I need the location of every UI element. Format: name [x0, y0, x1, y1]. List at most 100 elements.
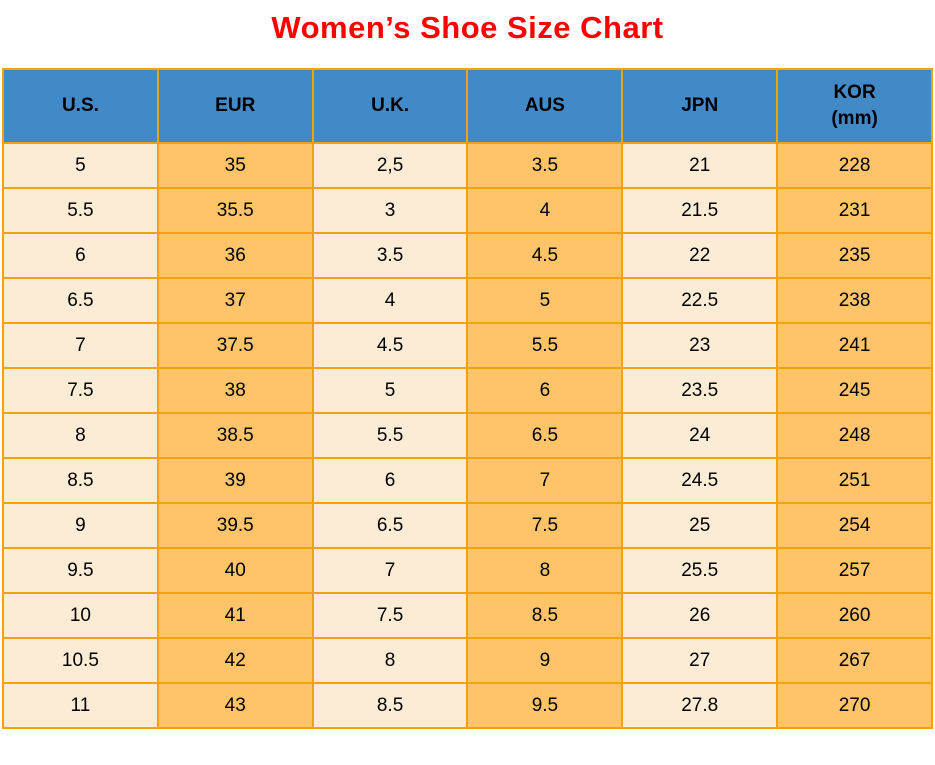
cell-us: 9.5	[2, 547, 159, 594]
cell-uk: 2,5	[311, 142, 469, 189]
cell-uk: 4.5	[311, 322, 469, 369]
table-header: U.S. EUR U.K. AUS JPN KOR (mm)	[2, 68, 933, 144]
cell-eur: 37.5	[156, 322, 314, 369]
cell-aus: 8	[466, 547, 624, 594]
cell-uk: 3.5	[311, 232, 469, 279]
cell-aus: 4	[466, 187, 624, 234]
cell-uk: 3	[311, 187, 469, 234]
cell-us: 6	[2, 232, 159, 279]
cell-uk: 6.5	[311, 502, 469, 549]
cell-eur: 39.5	[156, 502, 314, 549]
table-row: 9 39.5 6.5 7.5 25 254	[2, 502, 933, 549]
column-header-unit: (mm)	[831, 108, 878, 129]
cell-jpn: 21	[621, 142, 779, 189]
cell-us: 9	[2, 502, 159, 549]
cell-eur: 35.5	[156, 187, 314, 234]
cell-aus: 3.5	[466, 142, 624, 189]
column-header-label: KOR	[833, 82, 876, 104]
cell-us: 10	[2, 592, 159, 639]
cell-uk: 8	[311, 637, 469, 684]
column-header-label: U.K.	[371, 95, 410, 117]
cell-jpn: 23.5	[621, 367, 779, 414]
cell-eur: 42	[156, 637, 314, 684]
cell-aus: 6.5	[466, 412, 624, 459]
header-row: U.S. EUR U.K. AUS JPN KOR (mm)	[2, 68, 933, 144]
column-header-label: EUR	[215, 95, 256, 117]
cell-us: 8.5	[2, 457, 159, 504]
cell-jpn: 22.5	[621, 277, 779, 324]
cell-eur: 38	[156, 367, 314, 414]
cell-kor: 257	[776, 547, 933, 594]
cell-us: 11	[2, 682, 159, 729]
cell-jpn: 26	[621, 592, 779, 639]
column-header-jpn: JPN	[621, 68, 779, 144]
page-title: Women’s Shoe Size Chart	[271, 10, 664, 45]
cell-us: 5.5	[2, 187, 159, 234]
cell-uk: 4	[311, 277, 469, 324]
table-row: 10.5 42 8 9 27 267	[2, 637, 933, 684]
table-row: 11 43 8.5 9.5 27.8 270	[2, 682, 933, 729]
column-header-uk: U.K.	[311, 68, 469, 144]
cell-kor: 248	[776, 412, 933, 459]
cell-aus: 5	[466, 277, 624, 324]
cell-kor: 228	[776, 142, 933, 189]
cell-kor: 251	[776, 457, 933, 504]
cell-jpn: 22	[621, 232, 779, 279]
table-row: 6.5 37 4 5 22.5 238	[2, 277, 933, 324]
cell-jpn: 23	[621, 322, 779, 369]
cell-us: 6.5	[2, 277, 159, 324]
column-header-label: AUS	[524, 95, 565, 117]
cell-jpn: 25.5	[621, 547, 779, 594]
shoe-size-table: U.S. EUR U.K. AUS JPN KOR (mm) 5 35 2,5 …	[2, 68, 933, 729]
cell-kor: 260	[776, 592, 933, 639]
table-row: 7.5 38 5 6 23.5 245	[2, 367, 933, 414]
cell-aus: 7.5	[466, 502, 624, 549]
cell-aus: 4.5	[466, 232, 624, 279]
cell-eur: 40	[156, 547, 314, 594]
cell-eur: 43	[156, 682, 314, 729]
table-row: 6 36 3.5 4.5 22 235	[2, 232, 933, 279]
table-row: 7 37.5 4.5 5.5 23 241	[2, 322, 933, 369]
cell-kor: 241	[776, 322, 933, 369]
cell-us: 8	[2, 412, 159, 459]
cell-kor: 238	[776, 277, 933, 324]
cell-aus: 8.5	[466, 592, 624, 639]
column-header-label: U.S.	[61, 95, 99, 117]
cell-uk: 6	[311, 457, 469, 504]
table-row: 8.5 39 6 7 24.5 251	[2, 457, 933, 504]
cell-us: 5	[2, 142, 159, 189]
table-row: 5.5 35.5 3 4 21.5 231	[2, 187, 933, 234]
cell-us: 7.5	[2, 367, 159, 414]
table-row: 10 41 7.5 8.5 26 260	[2, 592, 933, 639]
cell-eur: 37	[156, 277, 314, 324]
cell-us: 10.5	[2, 637, 159, 684]
cell-jpn: 24	[621, 412, 779, 459]
cell-kor: 245	[776, 367, 933, 414]
cell-eur: 39	[156, 457, 314, 504]
cell-uk: 7.5	[311, 592, 469, 639]
cell-aus: 9	[466, 637, 624, 684]
cell-aus: 9.5	[466, 682, 624, 729]
column-header-label: JPN	[681, 95, 719, 117]
table-row: 5 35 2,5 3.5 21 228	[2, 142, 933, 189]
cell-uk: 5	[311, 367, 469, 414]
cell-aus: 7	[466, 457, 624, 504]
column-header-kor: KOR (mm)	[776, 68, 933, 144]
table-body: 5 35 2,5 3.5 21 228 5.5 35.5 3 4 21.5 23…	[2, 142, 933, 729]
cell-eur: 41	[156, 592, 314, 639]
cell-kor: 270	[776, 682, 933, 729]
table-row: 9.5 40 7 8 25.5 257	[2, 547, 933, 594]
cell-uk: 7	[311, 547, 469, 594]
cell-kor: 254	[776, 502, 933, 549]
cell-eur: 35	[156, 142, 314, 189]
cell-kor: 267	[776, 637, 933, 684]
column-header-eur: EUR	[156, 68, 314, 144]
cell-eur: 36	[156, 232, 314, 279]
cell-kor: 231	[776, 187, 933, 234]
cell-jpn: 27.8	[621, 682, 779, 729]
cell-jpn: 24.5	[621, 457, 779, 504]
cell-uk: 8.5	[311, 682, 469, 729]
column-header-aus: AUS	[466, 68, 624, 144]
cell-eur: 38.5	[156, 412, 314, 459]
cell-kor: 235	[776, 232, 933, 279]
